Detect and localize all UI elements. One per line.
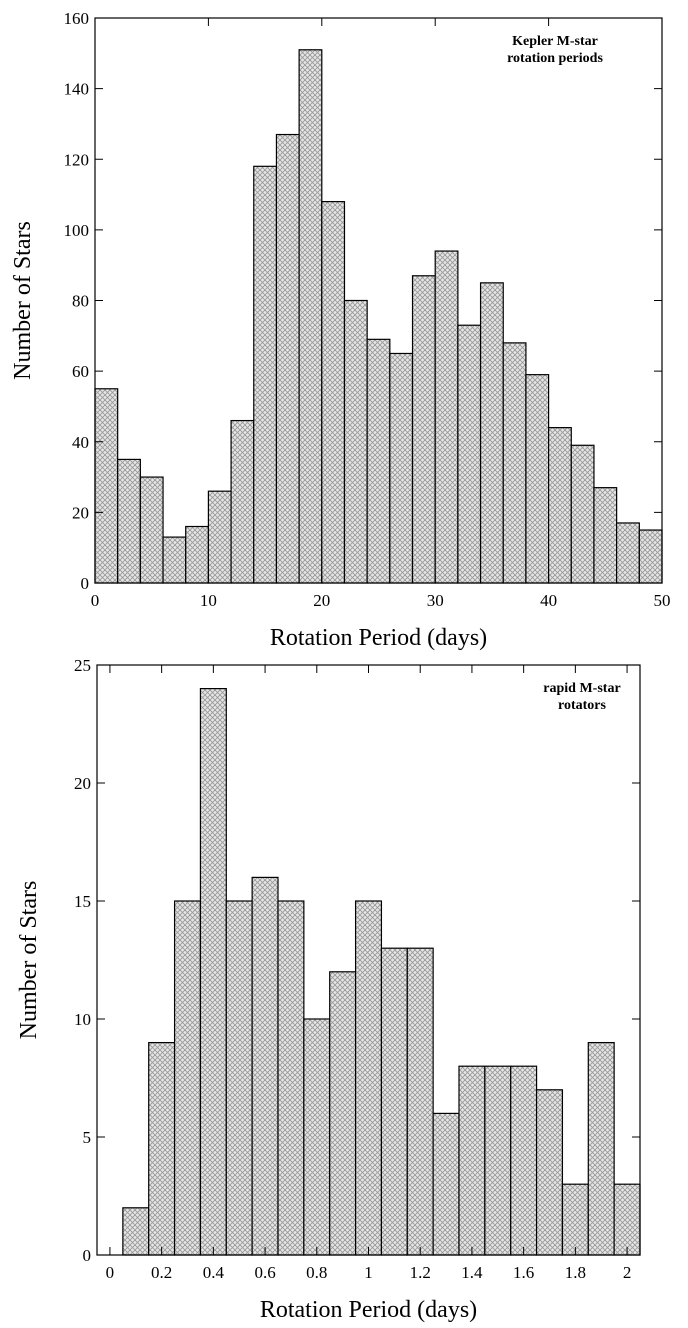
bar [225, 900, 253, 1256]
bar [434, 250, 459, 584]
annotation: rotators [558, 698, 606, 713]
x-axis-label: Rotation Period (days) [270, 625, 487, 651]
y-tick-label: 5 [83, 1128, 92, 1147]
bar [251, 876, 279, 1256]
y-tick-label: 100 [64, 221, 90, 240]
bar [484, 1065, 512, 1256]
bar [380, 947, 408, 1256]
x-tick-label: 1.6 [513, 1263, 534, 1282]
x-tick-label: 30 [427, 591, 444, 610]
bar [535, 1089, 564, 1256]
bar [94, 388, 119, 584]
bar [199, 687, 227, 1256]
y-tick-label: 80 [72, 292, 89, 311]
bar [525, 374, 550, 584]
x-tick-label: 1.2 [410, 1263, 431, 1282]
x-tick-label: 1 [364, 1263, 373, 1282]
x-tick-label: 1.4 [461, 1263, 483, 1282]
y-tick-label: 0 [83, 1246, 92, 1265]
bar [230, 419, 255, 584]
bar [185, 525, 210, 584]
bar [593, 487, 618, 584]
x-tick-label: 0.4 [203, 1263, 225, 1282]
bar [587, 1041, 615, 1256]
bar [117, 458, 141, 584]
bar [479, 282, 504, 584]
bar [411, 275, 436, 584]
bar [616, 522, 640, 584]
y-tick-label: 15 [74, 892, 91, 911]
bar [354, 900, 383, 1256]
x-tick-label: 40 [540, 591, 557, 610]
bar [162, 536, 187, 584]
y-tick-label: 10 [74, 1010, 91, 1029]
bar [510, 1065, 538, 1256]
bar [561, 1183, 589, 1256]
bar [366, 338, 391, 584]
x-tick-label: 20 [313, 591, 330, 610]
bar [321, 201, 346, 584]
bar [406, 947, 434, 1256]
bar [458, 1065, 486, 1256]
bar [613, 1183, 641, 1256]
x-tick-label: 50 [654, 591, 671, 610]
y-tick-label: 20 [74, 774, 91, 793]
x-tick-label: 2 [623, 1263, 632, 1282]
y-tick-label: 160 [64, 9, 90, 28]
bar [432, 1112, 460, 1256]
bar [122, 1207, 150, 1256]
bar [329, 971, 357, 1256]
bar [253, 165, 278, 584]
bar [457, 324, 482, 584]
x-tick-label: 0.8 [306, 1263, 327, 1282]
bar [275, 133, 300, 584]
y-tick-label: 40 [72, 433, 89, 452]
x-tick-label: 0 [106, 1263, 115, 1282]
bar [277, 900, 305, 1256]
annotation: rotation periods [507, 51, 603, 66]
bar [173, 900, 202, 1256]
y-tick-label: 25 [74, 656, 91, 675]
bar [638, 529, 663, 584]
y-tick-label: 60 [72, 362, 89, 381]
x-tick-label: 0.6 [254, 1263, 275, 1282]
bar [139, 476, 164, 584]
x-tick-label: 1.8 [565, 1263, 586, 1282]
bar [343, 299, 368, 584]
bar [148, 1041, 176, 1256]
annotation: Kepler M-star [512, 34, 598, 49]
bar [389, 352, 414, 584]
bar [502, 342, 527, 584]
bar [298, 49, 323, 584]
x-tick-label: 0 [91, 591, 100, 610]
bar [303, 1018, 331, 1256]
y-tick-label: 120 [64, 150, 90, 169]
y-axis-label: Number of Stars [10, 221, 36, 380]
y-tick-label: 140 [64, 80, 90, 99]
x-tick-label: 10 [200, 591, 217, 610]
bar [547, 427, 572, 584]
x-axis-label: Rotation Period (days) [260, 1297, 477, 1323]
y-tick-label: 0 [81, 574, 90, 593]
bar [570, 444, 595, 584]
annotation: rapid M-star [543, 681, 620, 696]
x-tick-label: 0.2 [151, 1263, 172, 1282]
bar [207, 490, 232, 584]
y-tick-label: 20 [72, 503, 89, 522]
y-axis-label: Number of Stars [16, 881, 42, 1040]
